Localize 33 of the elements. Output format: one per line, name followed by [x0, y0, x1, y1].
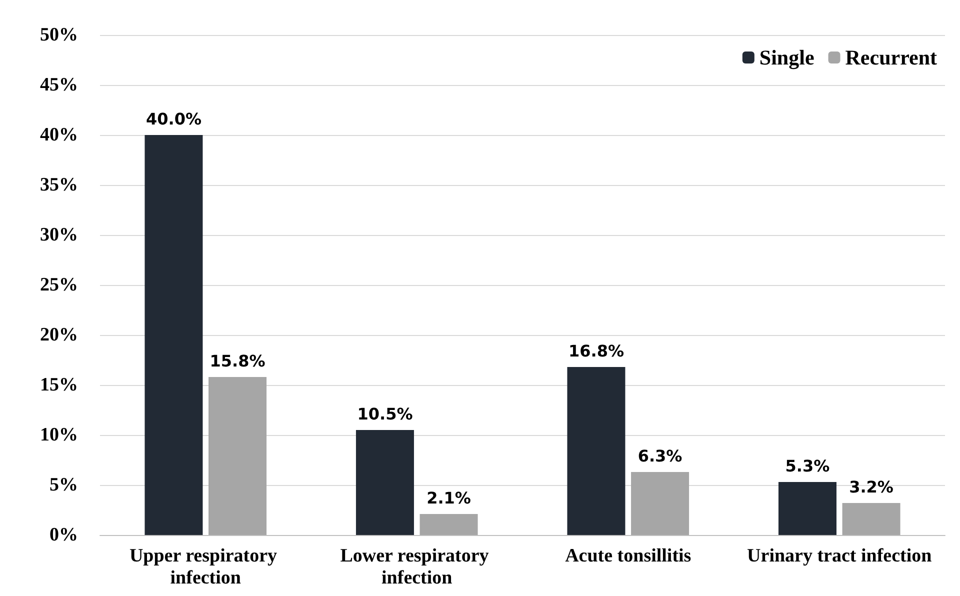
data-label: 2.1%: [426, 488, 471, 508]
y-tick-label: 50%: [40, 24, 78, 46]
y-tick-label: 20%: [40, 324, 78, 346]
y-tick-label: 15%: [40, 374, 78, 396]
bar: [420, 514, 478, 535]
y-tick-label: 0%: [50, 524, 78, 546]
y-tick-label: 35%: [40, 174, 78, 196]
bar: [208, 377, 267, 535]
y-tick-label: 45%: [40, 74, 78, 96]
legend-label: Recurrent: [845, 46, 938, 70]
y-tick-label: 5%: [50, 474, 78, 496]
x-tick-label: Lower respiratory infection: [340, 546, 494, 588]
x-tick-label: Acute tonsillitis: [565, 546, 692, 566]
y-tick-label: 25%: [40, 274, 78, 296]
bar: [144, 135, 203, 535]
bar: [842, 503, 900, 535]
bar: [567, 367, 626, 535]
data-label: 6.3%: [638, 446, 682, 466]
data-label: 10.5%: [357, 404, 413, 424]
bar: [631, 472, 690, 535]
y-tick-label: 40%: [40, 124, 78, 146]
x-tick-label: Upper respiratory infection: [129, 546, 282, 588]
data-label: 16.8%: [568, 342, 624, 360]
bar: [778, 482, 836, 535]
legend-label: Single: [759, 46, 814, 70]
data-label: 5.3%: [785, 456, 830, 476]
y-tick-label: 10%: [40, 424, 78, 446]
x-tick-label: Urinary tract infection: [747, 546, 932, 566]
bar: [356, 430, 414, 535]
data-label: 3.2%: [849, 478, 894, 496]
data-label: 15.8%: [210, 352, 266, 370]
y-tick-label: 30%: [40, 224, 78, 246]
data-label: 40.0%: [146, 110, 202, 128]
